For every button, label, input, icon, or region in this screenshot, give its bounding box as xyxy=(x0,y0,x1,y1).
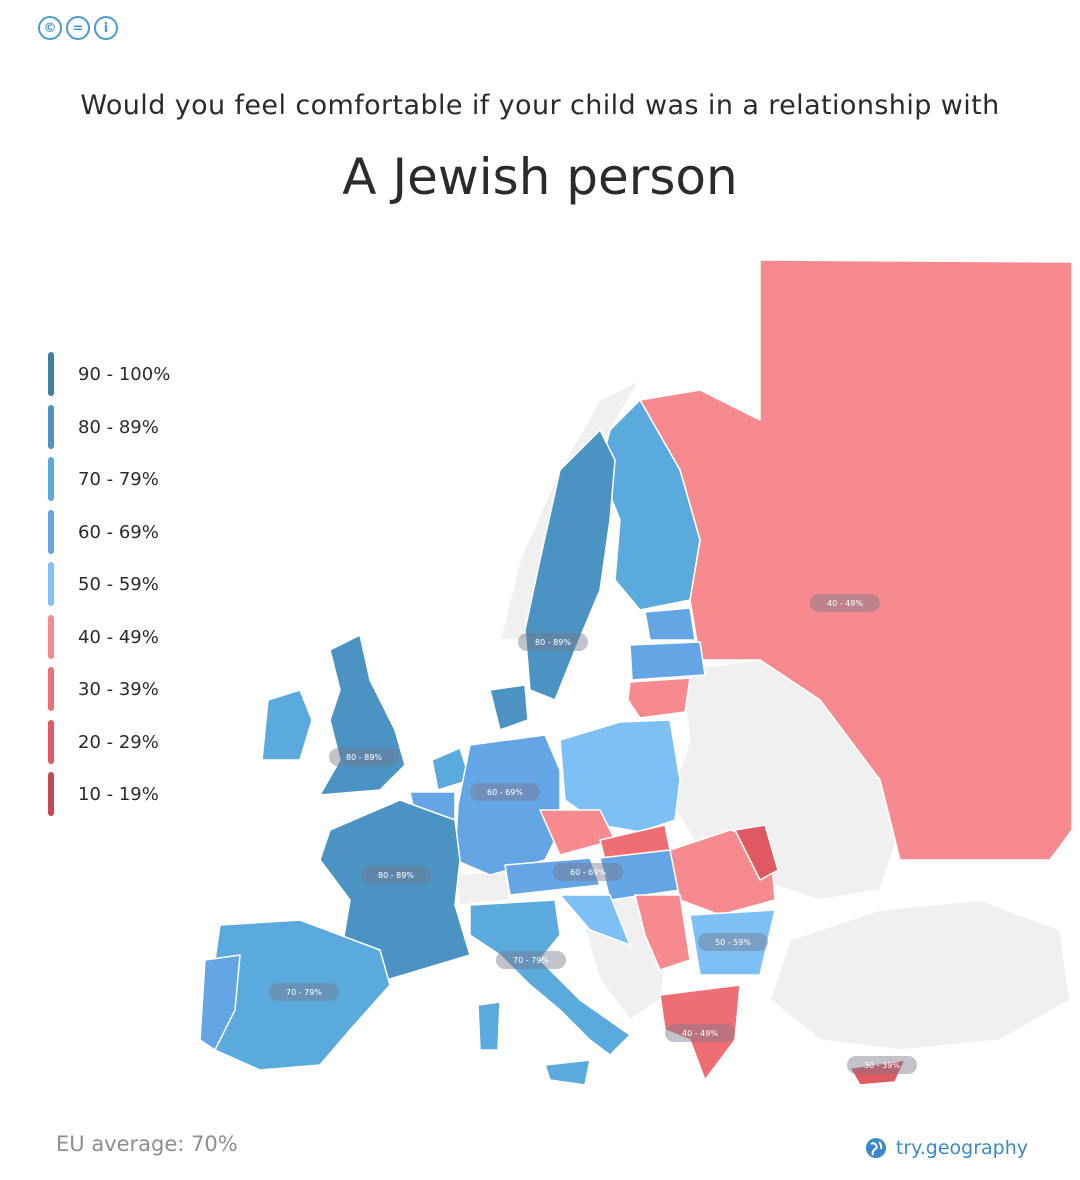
region-estonia xyxy=(644,607,696,641)
legend-label: 70 - 79% xyxy=(78,469,159,490)
legend-swatch xyxy=(48,719,54,764)
subject-title: A Jewish person xyxy=(342,148,738,206)
eu-average: EU average: 70% xyxy=(56,1132,238,1156)
legend-swatch xyxy=(48,667,54,711)
region-moldova xyxy=(734,824,779,881)
legend-swatch xyxy=(48,614,54,659)
region-poland xyxy=(559,719,681,833)
map-badge-bg xyxy=(269,983,339,1001)
region-switzerland xyxy=(454,869,511,906)
map-badge-label: 40 - 49% xyxy=(827,599,863,608)
legend-label: 30 - 39% xyxy=(78,679,159,700)
legend-label: 20 - 29% xyxy=(78,731,159,753)
map-badge: 80 - 89% xyxy=(518,633,588,651)
map-badge-label: 60 - 69% xyxy=(487,788,523,797)
map-badge-bg xyxy=(329,748,399,766)
legend-swatch xyxy=(48,772,54,816)
nd-icon: = xyxy=(66,16,90,40)
region-bulgaria xyxy=(689,909,776,976)
region-sardinia xyxy=(477,1001,501,1051)
legend-label: 50 - 59% xyxy=(78,574,159,595)
region-greece xyxy=(659,984,741,1081)
region-austria xyxy=(504,857,601,896)
map-badge-label: 40 - 49% xyxy=(682,1029,718,1038)
map-badge-label: 70 - 79% xyxy=(286,988,322,997)
map-badge-bg xyxy=(698,933,768,951)
legend-swatch xyxy=(48,457,54,501)
region-portugal xyxy=(199,954,241,1051)
map-badge-bg xyxy=(361,866,431,884)
map-badge-bg xyxy=(665,1024,735,1042)
region-italy xyxy=(469,899,631,1056)
map-badge: 70 - 79% xyxy=(269,983,339,1001)
legend-label: 60 - 69% xyxy=(78,521,159,543)
question-text: Would you feel comfortable if your child… xyxy=(80,90,1000,121)
region-turkey xyxy=(769,899,1071,1051)
region-cyprus xyxy=(849,1059,906,1086)
map-badge: 30 - 39% xyxy=(847,1056,917,1074)
legend-label: 10 - 19% xyxy=(78,784,159,805)
region-ireland xyxy=(261,689,313,761)
map-badge-label: 30 - 39% xyxy=(864,1061,900,1070)
region-france xyxy=(319,799,471,986)
map-badge: 60 - 69% xyxy=(553,863,623,881)
legend-label: 90 - 100% xyxy=(78,364,171,385)
source-credit[interactable]: try.geography xyxy=(864,1136,1028,1160)
region-denmark xyxy=(489,684,529,731)
region-uk xyxy=(319,634,406,796)
map-badge-label: 80 - 89% xyxy=(535,638,571,647)
map-badge-bg xyxy=(470,783,540,801)
map-badge: 40 - 49% xyxy=(810,594,880,612)
map-badge-bg xyxy=(553,863,623,881)
region-serbia xyxy=(634,894,691,971)
region-lithuania xyxy=(627,677,691,719)
region-croatia xyxy=(559,894,631,946)
legend-label: 80 - 89% xyxy=(78,416,159,438)
map-badge: 70 - 79% xyxy=(496,951,566,969)
map-badge-label: 60 - 69% xyxy=(570,868,606,877)
region-sicily xyxy=(544,1059,591,1086)
map-badge: 60 - 69% xyxy=(470,783,540,801)
region-latvia xyxy=(629,641,706,681)
map-badge-bg xyxy=(847,1056,917,1074)
map-badge: 50 - 59% xyxy=(698,933,768,951)
map-badge-label: 80 - 89% xyxy=(378,871,414,880)
legend-swatch xyxy=(48,562,54,606)
legend-swatch xyxy=(48,352,54,396)
map-badge: 80 - 89% xyxy=(329,748,399,766)
map-badge-bg xyxy=(810,594,880,612)
by-icon: i xyxy=(94,16,118,40)
map-badge: 40 - 49% xyxy=(665,1024,735,1042)
map-badge-label: 80 - 89% xyxy=(346,753,382,762)
cc-icon: © xyxy=(38,16,62,40)
source-label: try.geography xyxy=(895,1137,1028,1159)
license-icons: © = i xyxy=(38,16,118,40)
map-badge: 80 - 89% xyxy=(361,866,431,884)
legend-swatch xyxy=(48,404,54,449)
region-germany xyxy=(454,734,561,876)
globe-icon xyxy=(865,1138,886,1158)
map-badge-bg xyxy=(518,633,588,651)
map-badge-bg xyxy=(496,951,566,969)
legend-swatch xyxy=(48,509,54,554)
map-badge-label: 50 - 59% xyxy=(715,938,751,947)
legend-label: 40 - 49% xyxy=(78,626,159,648)
region-sweden xyxy=(524,429,616,701)
map-badge-label: 70 - 79% xyxy=(513,956,549,965)
